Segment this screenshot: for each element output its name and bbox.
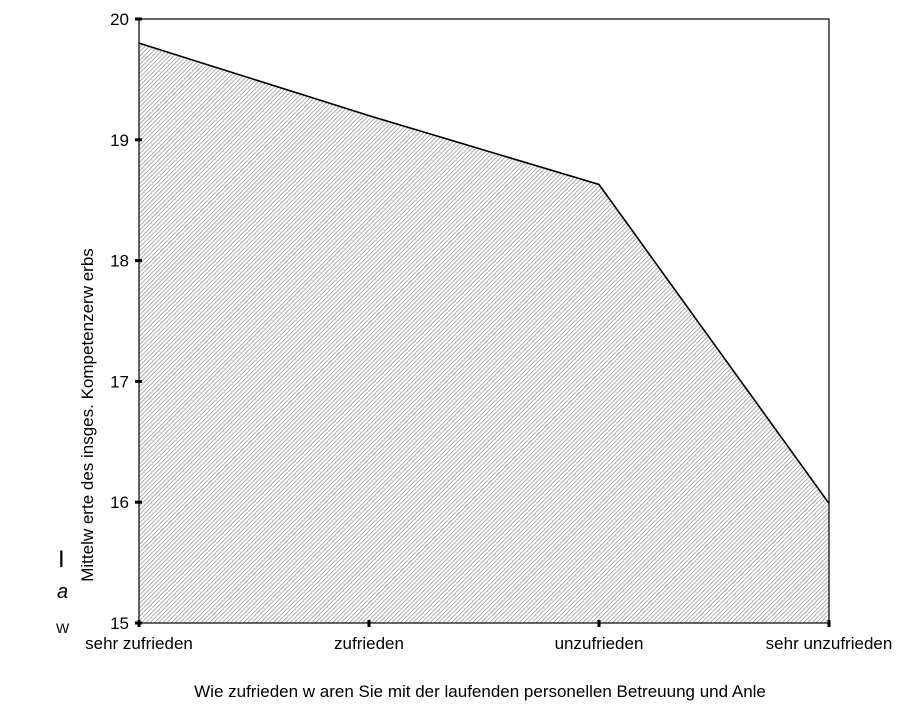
y-tick-label: 17 xyxy=(110,372,129,391)
x-tick-mark xyxy=(137,620,141,627)
edge-fragment-3: W xyxy=(56,620,70,636)
x-tick-label: sehr unzufrieden xyxy=(766,634,893,653)
y-tick-mark xyxy=(135,17,142,21)
edge-fragment-1: I xyxy=(58,546,65,573)
series-line xyxy=(138,42,830,504)
y-tick-mark xyxy=(135,138,142,142)
y-tick-mark xyxy=(135,259,142,263)
y-tick-mark xyxy=(135,500,142,504)
y-axis-title: Mittelw erte des insges. Kompetenzerw er… xyxy=(78,248,97,582)
x-axis-title: Wie zufrieden w aren Sie mit der laufend… xyxy=(194,682,766,701)
y-tick-label: 18 xyxy=(110,252,129,271)
x-tick-mark xyxy=(597,620,601,627)
x-tick-label: zufrieden xyxy=(334,634,404,653)
y-tick-label: 19 xyxy=(110,131,129,150)
x-tick-mark xyxy=(367,620,371,627)
edge-fragment-2: a xyxy=(57,581,69,603)
area-fill xyxy=(139,43,829,624)
y-tick-mark xyxy=(135,379,142,383)
y-tick-label: 20 xyxy=(110,10,129,29)
y-tick-label: 16 xyxy=(110,493,129,512)
x-tick-label: unzufrieden xyxy=(555,634,644,653)
y-tick-label: 15 xyxy=(110,614,129,633)
x-tick-mark xyxy=(827,620,831,627)
plot-frame xyxy=(138,18,830,624)
x-tick-label: sehr zufrieden xyxy=(85,634,193,653)
